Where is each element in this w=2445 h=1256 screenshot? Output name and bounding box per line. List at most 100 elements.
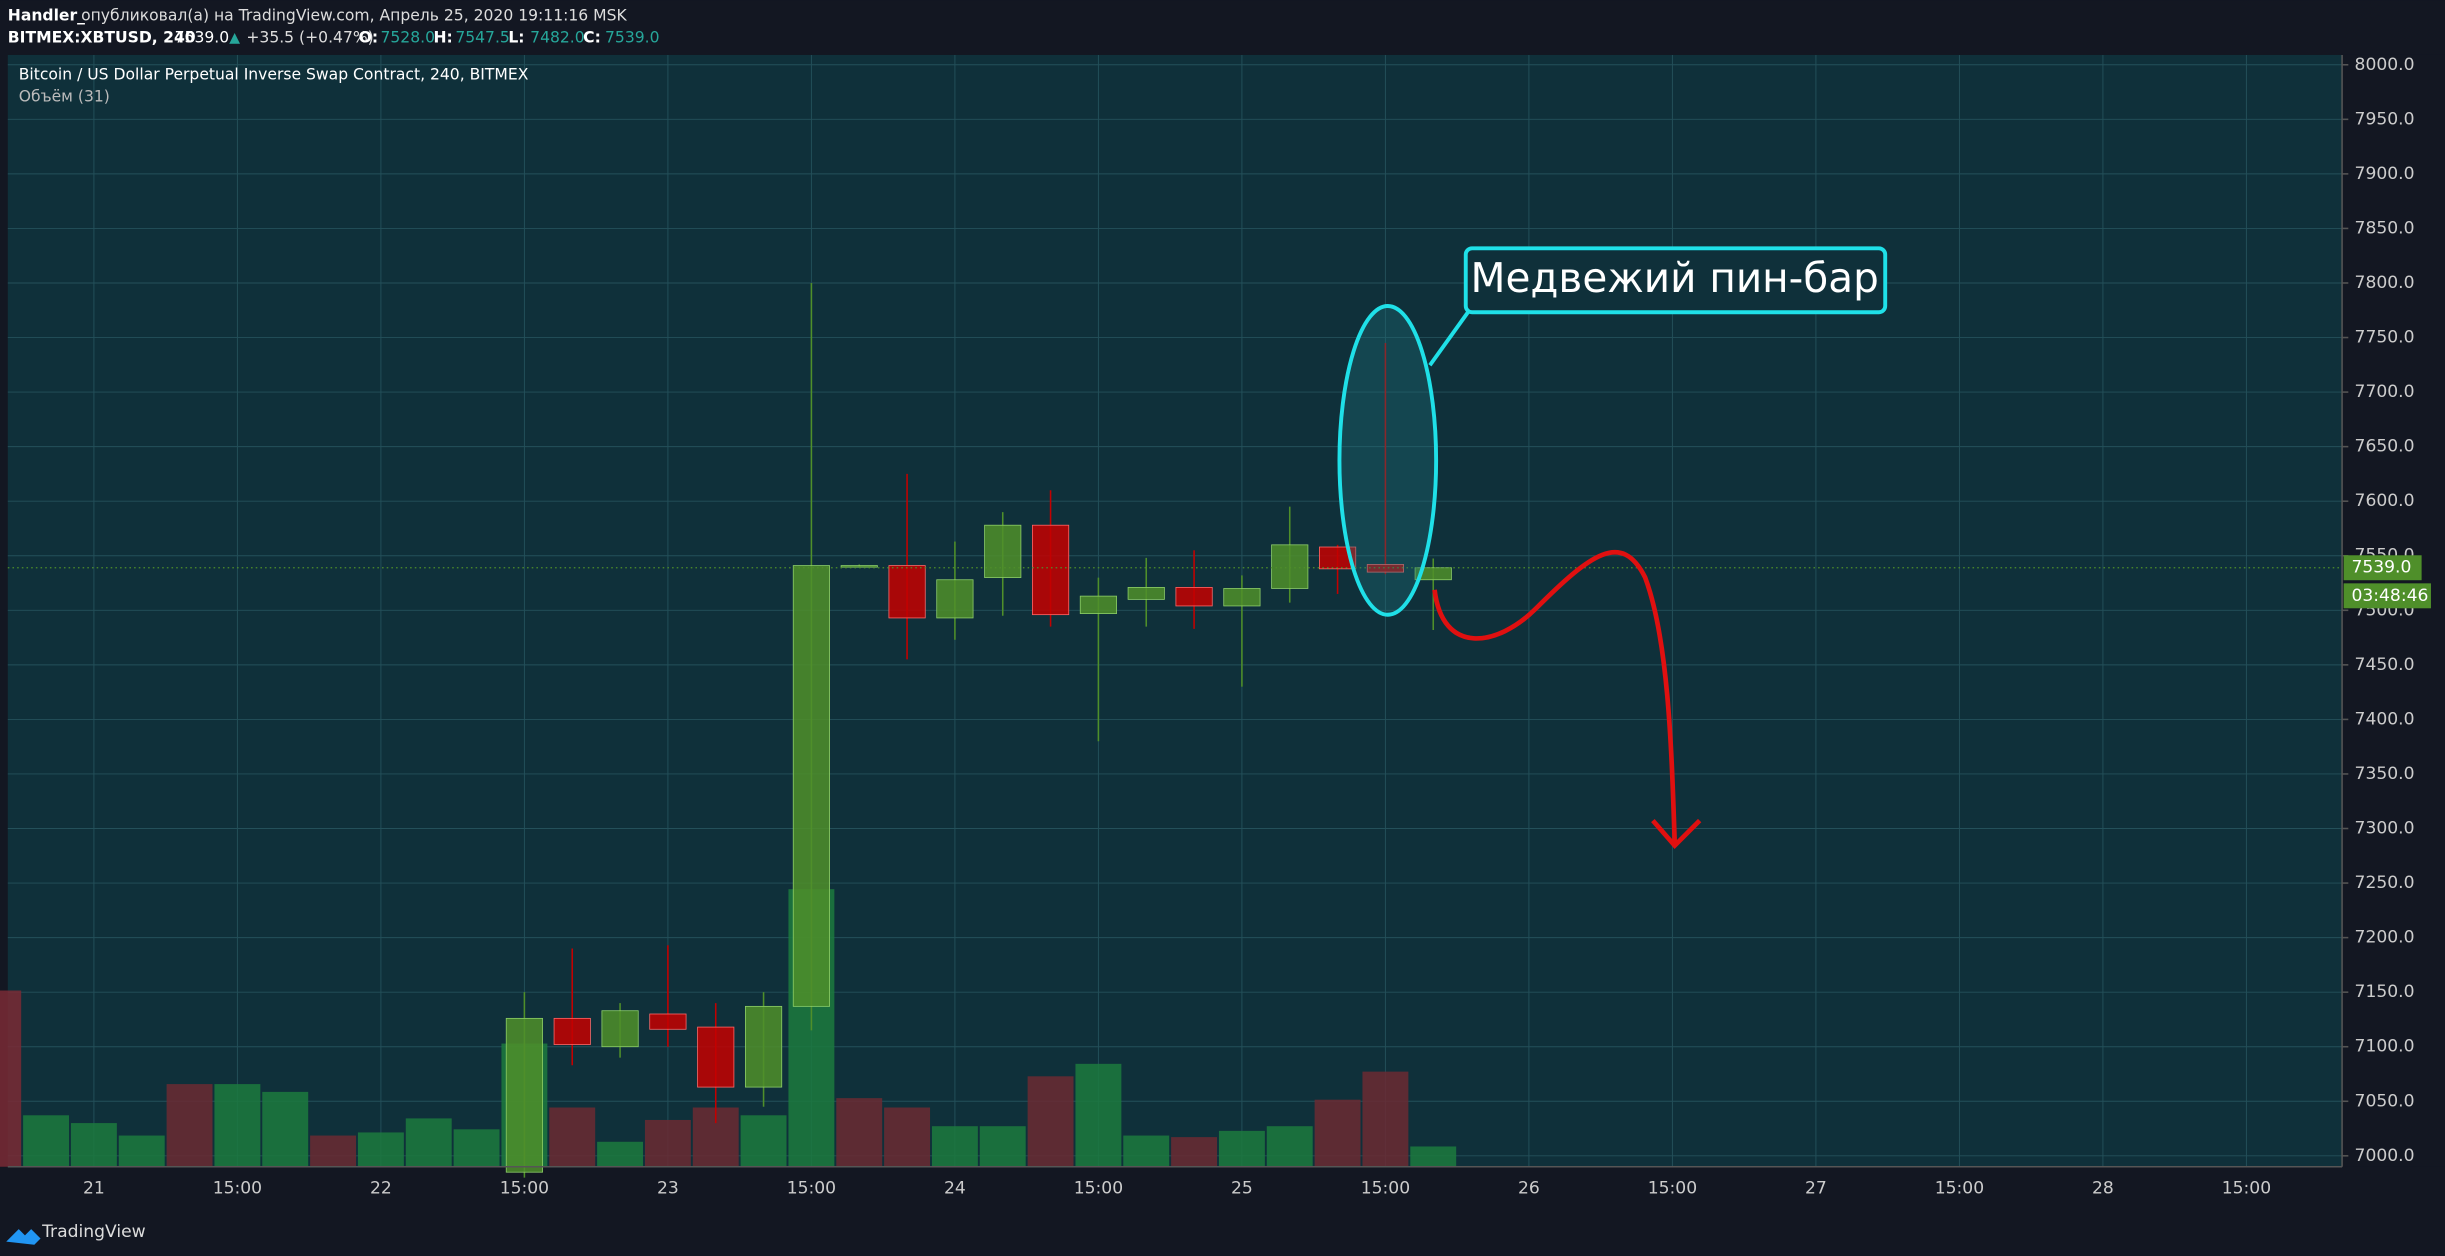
author: Handler_ [8,6,85,24]
callout-pointer [1428,303,1476,367]
ohlc-value: 7539.0 [605,28,660,46]
volume-bar [931,1126,978,1167]
volume-bar [597,1141,644,1167]
candle-body [1032,524,1070,616]
candle-body [1127,586,1165,600]
x-tick-label: 26 [1518,1179,1540,1199]
volume-bar [979,1126,1026,1167]
ohlc-key: H: [433,28,452,46]
ohlc-value: 7528.0 [380,28,435,46]
volume-bar [1123,1135,1170,1167]
y-tick-label: 7250.0 [2355,873,2415,893]
candle-body [649,1013,687,1030]
candle-body [1414,567,1452,581]
candle-body [888,565,926,619]
candle-body [1319,546,1357,570]
y-tick-label: 7600.0 [2355,491,2415,511]
volume-bar [118,1135,165,1167]
symbol: BITMEX:XBTUSD, 240 [8,28,196,46]
y-tick-label: 7700.0 [2355,382,2415,402]
volume-bar [262,1091,309,1167]
candle-body [745,1005,783,1088]
plot-area [7,54,2343,1167]
y-tick-label: 7000.0 [2355,1146,2415,1166]
y-tick-label: 7650.0 [2355,437,2415,457]
y-tick-label: 7400.0 [2355,709,2415,729]
y-tick-label: 7150.0 [2355,982,2415,1002]
volume-bar [1027,1076,1074,1167]
y-tick-label: 7450.0 [2355,655,2415,675]
y-tick-label: 7900.0 [2355,164,2415,184]
candle-body [553,1017,591,1045]
x-tick-label: 21 [83,1179,105,1199]
last-price-label: 7539.0 [2351,558,2411,578]
volume-bar [405,1118,452,1167]
highlight-ellipse [1337,304,1439,617]
y-tick-label: 7100.0 [2355,1037,2415,1057]
y-tick-label: 8000.0 [2355,55,2415,75]
x-tick-label: 25 [1231,1179,1253,1199]
volume-bar [740,1115,787,1167]
volume-bar [1075,1063,1122,1167]
candle-body [1366,564,1404,573]
volume-bar [1171,1137,1218,1167]
candle-body [1175,586,1213,607]
candle-body [1271,544,1309,589]
x-tick-label: 22 [370,1179,392,1199]
candle-body [936,579,974,619]
y-tick-label: 7750.0 [2355,328,2415,348]
price-axis [2342,54,2445,1167]
logo [6,1229,41,1245]
x-tick-label: 15:00 [1361,1179,1410,1199]
volume-bar [1218,1130,1265,1167]
ohlc-key: C: [583,28,601,46]
y-tick-label: 7800.0 [2355,273,2415,293]
volume-bar [1362,1071,1409,1167]
candle-body [1079,595,1117,614]
x-tick-label: 28 [2092,1179,2114,1199]
ohlc-value: 7482.0 [530,28,585,46]
volume-bar [310,1135,357,1167]
candle-body [1223,588,1261,607]
y-tick-label: 7350.0 [2355,764,2415,784]
volume-bar [0,990,22,1167]
volume-bar [1410,1146,1457,1167]
y-tick-label: 7950.0 [2355,109,2415,129]
forecast-arrow [1432,549,1702,849]
volume-bar [644,1119,691,1167]
published: опубликовал(а) на TradingView.com, Апрел… [81,6,627,24]
x-tick-label: 15:00 [500,1179,549,1199]
volume-bar [1266,1126,1313,1167]
volume-bar [549,1107,596,1167]
x-tick-label: 23 [657,1179,679,1199]
change: +35.5 (+0.47%) [246,28,373,46]
candle-body [505,1017,543,1173]
footer: TradingView [41,1222,146,1242]
candle-body [984,524,1022,578]
candle-body [840,565,878,568]
volume-bar [23,1115,70,1167]
x-tick-label: 15:00 [1935,1179,1984,1199]
volume-bar [70,1123,117,1167]
x-tick-label: 15:00 [1648,1179,1697,1199]
x-tick-label: 15:00 [1074,1179,1123,1199]
candle-body [601,1010,639,1048]
arrow: ▲ [229,30,240,46]
timer-box [2343,583,2431,609]
x-tick-label: 24 [944,1179,966,1199]
volume-bar [214,1084,261,1167]
ohlc-value: 7547.5 [455,28,510,46]
y-tick-label: 7850.0 [2355,218,2415,238]
timer-label: 03:48:46 [2351,586,2428,606]
volume-bar [166,1084,213,1167]
x-tick-label: 27 [1805,1179,1827,1199]
volume-bar [1314,1099,1361,1167]
x-tick-label: 15:00 [213,1179,262,1199]
x-tick-label: 15:00 [787,1179,836,1199]
subtitle: Объём (31) [19,88,110,106]
last-price-box [2343,555,2422,581]
last: 7539.0 [175,28,230,46]
x-tick-label: 15:00 [2222,1179,2271,1199]
